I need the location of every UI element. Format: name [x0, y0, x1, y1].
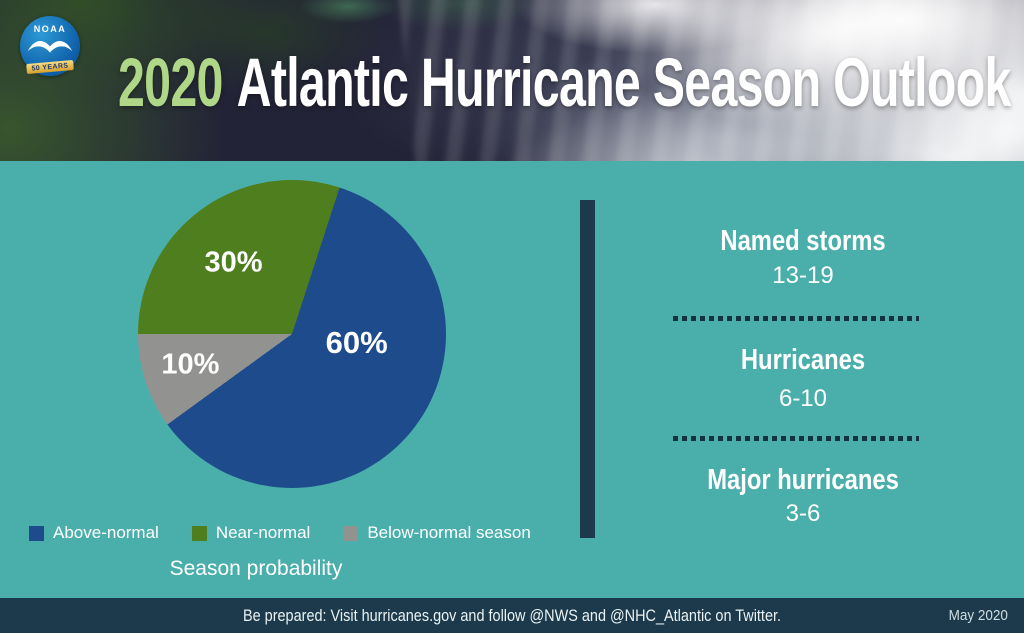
noaa-logo: NOAA 50 YEARS	[20, 16, 80, 76]
noaa-logo-text: NOAA	[33, 24, 67, 34]
banner: NOAA 50 YEARS 2020 Atlantic Hurricane Sea…	[0, 0, 1024, 161]
dotted-divider	[673, 316, 919, 321]
pie-label-below-normal: 10%	[161, 348, 220, 381]
outlook-range-named-storms: 13-19	[772, 262, 834, 289]
pie-label-near-normal: 30%	[204, 246, 263, 279]
footer-message: Be prepared: Visit hurricanes.gov and fo…	[242, 606, 782, 625]
pie-chart: 60% 30% 10%	[138, 180, 446, 488]
outlook-title-named-storms: Named storms	[720, 225, 886, 257]
legend-swatch-near-normal	[191, 525, 207, 541]
outlook-range-major-hurricanes: 3-6	[785, 500, 821, 527]
title-rest: Atlantic Hurricane Season Outlook	[236, 44, 1012, 121]
chart-caption: Season probability	[169, 557, 343, 580]
page-title: 2020 Atlantic Hurricane Season Outlook	[118, 48, 1011, 117]
title-year: 2020	[118, 44, 223, 121]
legend-item-near-normal: Near-normal	[191, 523, 311, 543]
legend-item-above-normal: Above-normal	[29, 523, 159, 543]
legend-swatch-below-normal	[343, 525, 359, 541]
pie-legend: Above-normal Near-normal Below-normal se…	[29, 523, 531, 543]
outlook-title-major-hurricanes: Major hurricanes	[707, 464, 899, 496]
legend-item-below-normal: Below-normal season	[343, 523, 531, 543]
noaa-bird-icon	[27, 41, 73, 53]
legend-label-near-normal: Near-normal	[215, 523, 311, 542]
legend-label-above-normal: Above-normal	[53, 523, 159, 542]
noaa-50years-ribbon: 50 YEARS	[26, 59, 74, 75]
footer-bar: Be prepared: Visit hurricanes.gov and fo…	[0, 598, 1024, 633]
outlook-range-hurricanes: 6-10	[778, 385, 828, 412]
legend-label-below-normal: Below-normal season	[367, 523, 531, 542]
footer-date: May 2020	[948, 607, 1008, 624]
outlook-title-hurricanes: Hurricanes	[740, 344, 866, 376]
vertical-divider	[580, 200, 595, 538]
outlook-panel: Named storms 13-19 Hurricanes 6-10 Major…	[600, 200, 1006, 540]
dotted-divider	[673, 436, 919, 441]
pie-label-above-normal: 60%	[325, 325, 388, 361]
legend-swatch-above-normal	[29, 525, 44, 541]
